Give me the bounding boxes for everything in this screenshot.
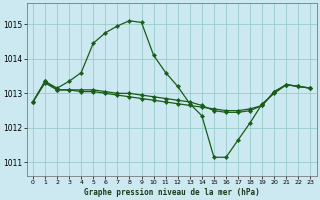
X-axis label: Graphe pression niveau de la mer (hPa): Graphe pression niveau de la mer (hPa)	[84, 188, 260, 197]
